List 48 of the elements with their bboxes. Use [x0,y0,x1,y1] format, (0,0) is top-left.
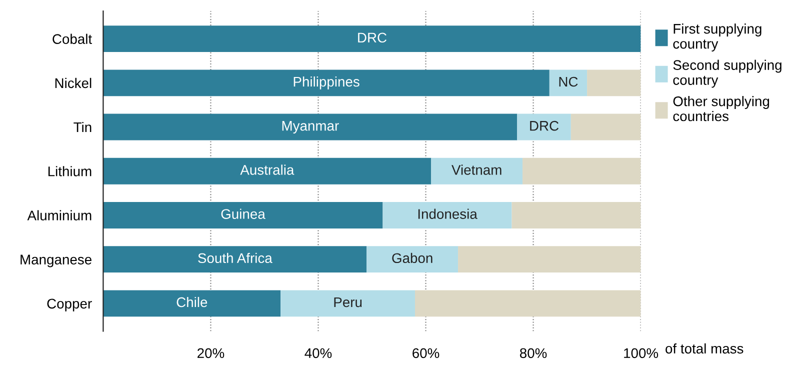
bar [103,158,432,184]
bar [382,202,512,228]
data-label: Chile [176,296,208,308]
y-tick-label: Copper [47,298,92,312]
x-axis-title: of total mass [666,343,744,354]
bar [522,158,641,184]
bar [570,114,641,140]
bar [549,70,588,96]
x-tick-label: 80% [520,348,547,358]
data-label: Indonesia [418,208,478,219]
bar [512,202,641,228]
legend-label: First supplying country [673,24,762,52]
data-label: South Africa [198,252,272,264]
bar [458,246,641,273]
legend-label: Other supplying countries [673,96,770,122]
bar [103,202,383,228]
x-tick-label: 60% [412,348,440,358]
y-tick-label: Nickel [55,78,92,88]
data-label: Myanmar [282,121,339,134]
data-label: Australia [240,164,294,175]
data-label: DRC [530,120,559,131]
data-label: NC [559,76,578,87]
data-label: Peru [334,297,362,308]
y-tick-label: Aluminium [27,210,92,220]
bar [415,290,641,317]
y-tick-label: Lithium [48,166,92,176]
bar [280,290,416,317]
bar [366,246,458,273]
data-label: Gabon [392,252,432,264]
x-tick-label: 40% [304,348,332,358]
bar [103,114,518,140]
y-tick-label: Manganese [20,254,92,268]
x-tick-label: 100% [624,348,658,358]
legend-label: Second supplying country [673,60,782,88]
y-tick-label: Tin [74,122,92,132]
bar [103,26,641,52]
data-label: Vietnam [452,164,502,175]
bar [431,158,523,184]
bar [103,246,367,273]
bar [517,114,571,140]
data-label: DRC [358,32,387,43]
bar [587,70,641,96]
data-label: Guinea [221,208,266,219]
bar [103,70,550,96]
data-label: Philippines [294,76,360,90]
x-tick-label: 20% [198,348,224,358]
bar [103,290,281,317]
y-tick-label: Cobalt [52,34,92,44]
